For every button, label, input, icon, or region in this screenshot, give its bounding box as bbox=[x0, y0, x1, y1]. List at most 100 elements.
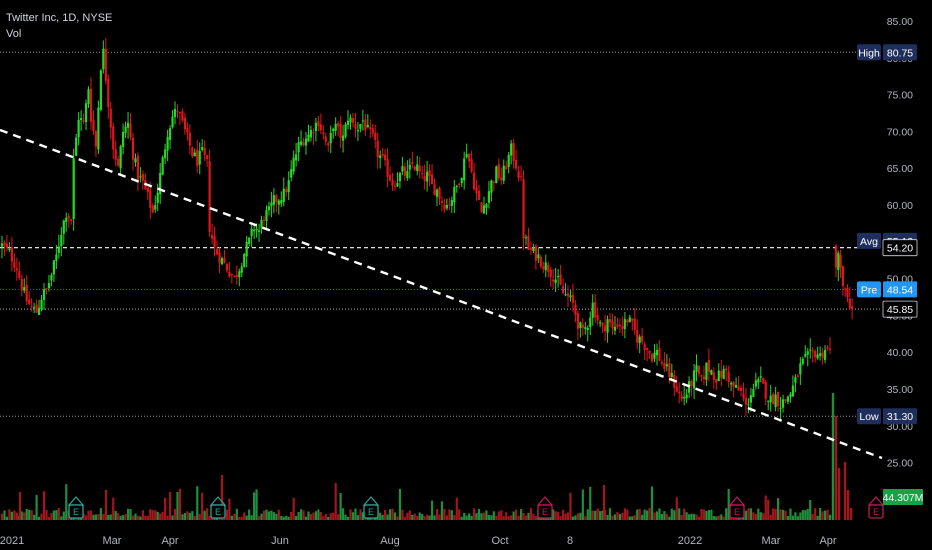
candle bbox=[739, 387, 743, 391]
volume-bar bbox=[122, 515, 125, 520]
volume-bar bbox=[270, 510, 273, 520]
volume-bar bbox=[89, 510, 93, 520]
candle bbox=[18, 270, 21, 278]
volume-bar bbox=[715, 516, 718, 520]
candle bbox=[366, 124, 369, 128]
trendline[interactable] bbox=[0, 128, 883, 460]
volume-bar bbox=[757, 508, 760, 520]
volume-bar bbox=[168, 491, 172, 520]
time-tick-label: Mar bbox=[103, 535, 122, 547]
volume-bar bbox=[517, 515, 520, 520]
time-tick-label: 2022 bbox=[678, 535, 702, 547]
candle bbox=[97, 107, 100, 150]
volume-bar bbox=[764, 495, 767, 520]
volume-bar bbox=[408, 510, 411, 520]
candle bbox=[468, 153, 471, 162]
volume-bar bbox=[193, 516, 196, 520]
volume-bar bbox=[324, 513, 327, 520]
candle bbox=[510, 143, 513, 156]
volume-bar bbox=[25, 508, 28, 520]
volume-bar bbox=[522, 512, 525, 520]
volume-bar bbox=[608, 508, 612, 520]
candle bbox=[463, 158, 466, 181]
volume-bar bbox=[485, 510, 488, 520]
volume-bar bbox=[57, 508, 60, 520]
candle bbox=[515, 160, 518, 169]
volume-bar bbox=[453, 515, 456, 520]
candle bbox=[801, 358, 804, 364]
volume-bar bbox=[828, 514, 832, 520]
volume-bar bbox=[282, 516, 285, 520]
volume-bar bbox=[255, 489, 258, 520]
volume-bar bbox=[317, 509, 320, 520]
price-badge: 54.20 bbox=[882, 239, 918, 257]
volume-bar bbox=[500, 510, 503, 520]
volume-bar bbox=[183, 513, 187, 520]
volume-bar bbox=[171, 515, 174, 520]
candle bbox=[455, 186, 458, 188]
candle bbox=[423, 176, 426, 182]
volume-bar bbox=[769, 514, 772, 520]
price-badge-name-box bbox=[857, 408, 881, 425]
candle bbox=[374, 132, 377, 140]
candle bbox=[828, 348, 832, 350]
price-badge-value: 80.75 bbox=[887, 47, 913, 59]
volume-bar bbox=[45, 510, 48, 520]
volume-bar bbox=[705, 511, 708, 520]
volume-bar bbox=[99, 508, 102, 520]
volume-bar bbox=[762, 513, 765, 520]
volume-bar bbox=[673, 510, 676, 520]
price-badge-value-box bbox=[883, 408, 917, 425]
volume-badge-box bbox=[883, 489, 923, 505]
dashed-trendline bbox=[0, 128, 883, 460]
volume-bar bbox=[554, 511, 557, 520]
candle bbox=[396, 183, 399, 187]
volume-bar bbox=[591, 510, 594, 520]
candle bbox=[492, 181, 495, 183]
volume-bar bbox=[208, 515, 211, 520]
volume-spike bbox=[837, 468, 841, 520]
volume-bar bbox=[702, 509, 706, 520]
volume-bar bbox=[507, 516, 510, 520]
candle bbox=[94, 131, 98, 147]
price-badge-value-box bbox=[883, 281, 917, 298]
candle bbox=[146, 187, 149, 193]
candle bbox=[547, 264, 550, 272]
candle-recent bbox=[846, 288, 849, 297]
candle bbox=[613, 326, 617, 331]
volume-bar bbox=[359, 509, 362, 520]
candle bbox=[537, 254, 540, 259]
symbol-title: Twitter Inc, 1D, NYSE bbox=[6, 12, 113, 24]
time-tick-label: Aug bbox=[380, 535, 400, 547]
candle bbox=[240, 266, 243, 273]
candle bbox=[690, 381, 693, 386]
price-badges: High80.75Avg55.1254.20Pre48.5445.85Low31… bbox=[857, 44, 923, 505]
candle bbox=[166, 137, 169, 151]
volume-bar bbox=[391, 508, 394, 520]
candle bbox=[198, 150, 201, 165]
candle bbox=[50, 275, 53, 281]
volume-bar bbox=[727, 488, 730, 520]
candle bbox=[55, 254, 58, 261]
volume-bar bbox=[806, 508, 809, 520]
candle bbox=[636, 329, 639, 343]
candle bbox=[134, 158, 137, 163]
earnings-label: E bbox=[542, 507, 548, 517]
earnings-arrow bbox=[867, 496, 885, 506]
earnings-marker: E bbox=[536, 496, 554, 519]
candle bbox=[181, 111, 184, 121]
candle bbox=[287, 180, 290, 193]
candle bbox=[626, 320, 629, 323]
candle bbox=[779, 407, 782, 409]
candle bbox=[823, 349, 827, 360]
volume-bar bbox=[767, 499, 770, 520]
volume-bar bbox=[450, 510, 453, 520]
candle bbox=[571, 294, 575, 303]
candle bbox=[77, 119, 80, 138]
volume-bar bbox=[23, 512, 26, 520]
candle bbox=[131, 137, 135, 160]
time-axis[interactable]: 2021 Mar Apr Jun Aug Oct 8 2022 Mar Apr bbox=[0, 535, 837, 547]
volume-bar bbox=[692, 514, 696, 520]
volume-bar bbox=[114, 510, 117, 520]
